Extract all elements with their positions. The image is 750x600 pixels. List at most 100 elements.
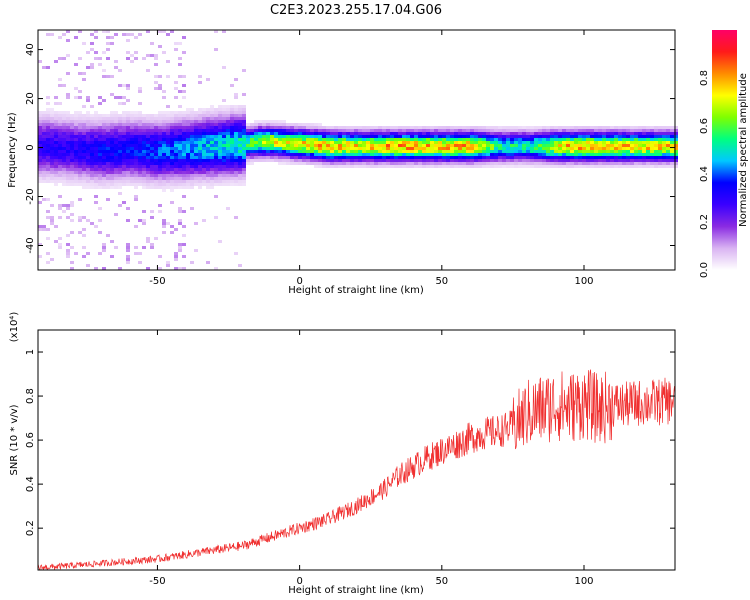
spectrogram-cell [62,204,66,207]
spectrogram-cell [122,132,126,135]
spectrogram-cell [414,135,418,138]
spectrogram-cell [378,141,382,144]
spectrogram-cell [626,162,630,165]
spectrogram-cell [142,153,146,156]
spectrogram-cell [342,162,346,165]
spectrogram-cell [534,150,538,153]
spectrogram-cell [602,141,606,144]
spectrogram-cell [566,159,570,162]
spectrogram-cell [198,111,202,114]
spectrogram-cell [194,135,198,138]
spectrogram-cell [558,159,562,162]
spectrogram-cell [298,129,302,132]
spectrogram-cell [242,174,246,177]
spectrogram-cell [182,180,186,183]
spectrogram-cell [454,165,458,168]
spectrogram-cell [106,129,110,132]
spectrogram-cell [170,162,174,165]
spectrogram-cell [198,150,202,153]
spectrogram-cell [382,150,386,153]
spectrogram-cell [358,159,362,162]
spectrogram-cell [398,147,402,150]
spectrogram-cell [662,135,666,138]
spectrogram-cell [62,141,66,144]
spectrogram-cell [326,126,330,129]
spectrogram-cell [642,165,646,168]
spectrogram-cell [242,180,246,183]
spectrogram-cell [66,162,70,165]
spectrogram-cell [314,162,318,165]
spectrogram-cell [158,174,162,177]
spectrogram-cell [114,186,118,189]
spectrogram-cell [250,138,254,141]
spectrogram-cell [158,138,162,141]
spectrogram-cell [66,204,70,207]
spectrogram-cell [294,156,298,159]
spectrogram-cell [186,159,190,162]
spectrogram-cell [542,129,546,132]
spectrogram-cell [462,153,466,156]
spectrogram-cell [178,114,182,117]
spectrogram-cell [170,120,174,123]
spectrogram-cell [510,150,514,153]
spectrogram-cell [146,120,150,123]
spectrogram-cell [126,165,130,168]
spectrogram-cell [274,147,278,150]
spectrogram-cell [222,111,226,114]
spectrogram-cell [462,138,466,141]
spectrogram-cell [78,159,82,162]
spectrogram-cell [298,159,302,162]
spectrogram-cell [158,30,162,33]
spectrogram-cell [90,168,94,171]
spectrogram-cell [510,147,514,150]
spectrogram-cell [46,165,50,168]
spectrogram-cell [650,162,654,165]
spectrogram-cell [410,129,414,132]
spectrogram-cell [538,144,542,147]
spectrogram-cell [194,174,198,177]
spectrogram-cell [210,165,214,168]
spectrogram-cell [342,165,346,168]
spectrogram-cell [394,129,398,132]
spectrogram-cell [474,159,478,162]
spectrogram-cell [238,159,242,162]
spectrogram-cell [190,126,194,129]
spectrogram-cell [434,126,438,129]
spectrogram-cell [110,111,114,114]
spectrogram-cell [134,129,138,132]
spectrogram-cell [254,138,258,141]
spectrogram-cell [570,159,574,162]
spectrogram-cell [650,138,654,141]
spectrogram-cell [102,135,106,138]
spectrogram-cell [94,225,98,228]
spectrogram-cell [282,159,286,162]
spectrogram-cell [174,147,178,150]
spectrogram-cell [454,135,458,138]
spectrogram-cell [578,165,582,168]
spectrogram-cell [142,144,146,147]
spectrogram-cell [70,168,74,171]
spectrogram-cell [62,132,66,135]
spectrogram-cell [106,198,110,201]
spectrogram-cell [554,156,558,159]
spectrogram-cell [210,186,214,189]
spectrogram-cell [630,159,634,162]
spectrogram-cell [230,159,234,162]
spectrogram-cell [662,165,666,168]
spectrogram-cell [222,153,226,156]
spectrogram-cell [642,153,646,156]
spectrogram-cell [578,159,582,162]
spectrogram-cell [178,243,182,246]
spectrogram-cell [414,147,418,150]
spectrogram-cell [118,165,122,168]
spectrogram-cell [542,159,546,162]
spectrogram-cell [122,156,126,159]
spectrogram-cell [234,165,238,168]
spectrogram-cell [302,129,306,132]
spectrogram-cell [86,159,90,162]
spectrogram-cell [558,132,562,135]
spectrogram-cell [182,171,186,174]
spectrogram-cell [370,132,374,135]
spectrogram-cell [242,171,246,174]
